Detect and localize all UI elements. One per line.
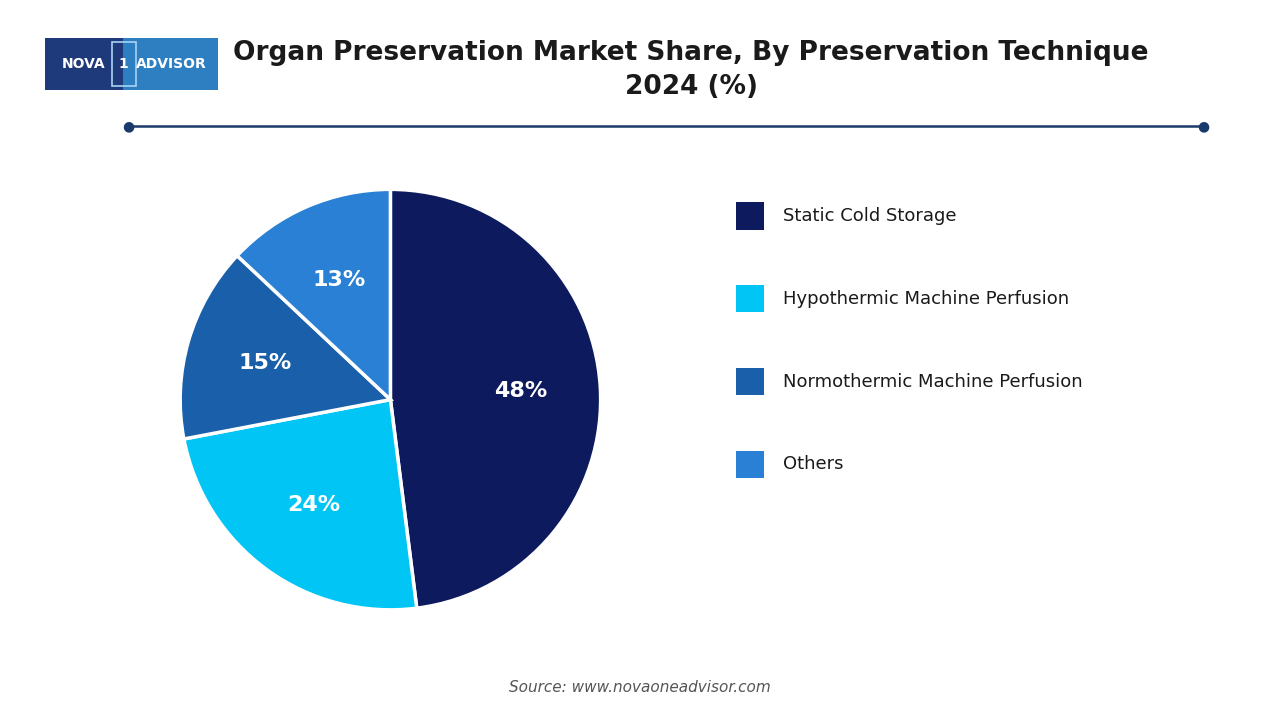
Text: NOVA: NOVA	[61, 57, 105, 71]
Text: ADVISOR: ADVISOR	[136, 57, 206, 71]
Text: Source: www.novaoneadvisor.com: Source: www.novaoneadvisor.com	[509, 680, 771, 695]
Text: 24%: 24%	[287, 495, 340, 515]
Wedge shape	[237, 189, 390, 400]
Wedge shape	[184, 400, 417, 610]
Text: ●: ●	[1197, 119, 1210, 133]
Text: 48%: 48%	[494, 382, 547, 402]
Text: Organ Preservation Market Share, By Preservation Technique
2024 (%): Organ Preservation Market Share, By Pres…	[233, 40, 1149, 99]
Text: Normothermic Machine Perfusion: Normothermic Machine Perfusion	[783, 373, 1083, 390]
Text: 13%: 13%	[312, 270, 365, 290]
Text: 15%: 15%	[238, 354, 292, 373]
Bar	[123, 38, 218, 90]
Text: ●: ●	[122, 119, 134, 133]
Text: Others: Others	[783, 456, 844, 474]
Text: Static Cold Storage: Static Cold Storage	[783, 207, 957, 225]
Text: 1: 1	[119, 57, 128, 71]
Bar	[45, 38, 123, 90]
Wedge shape	[390, 189, 600, 608]
Text: Hypothermic Machine Perfusion: Hypothermic Machine Perfusion	[783, 289, 1070, 308]
Wedge shape	[180, 256, 390, 439]
